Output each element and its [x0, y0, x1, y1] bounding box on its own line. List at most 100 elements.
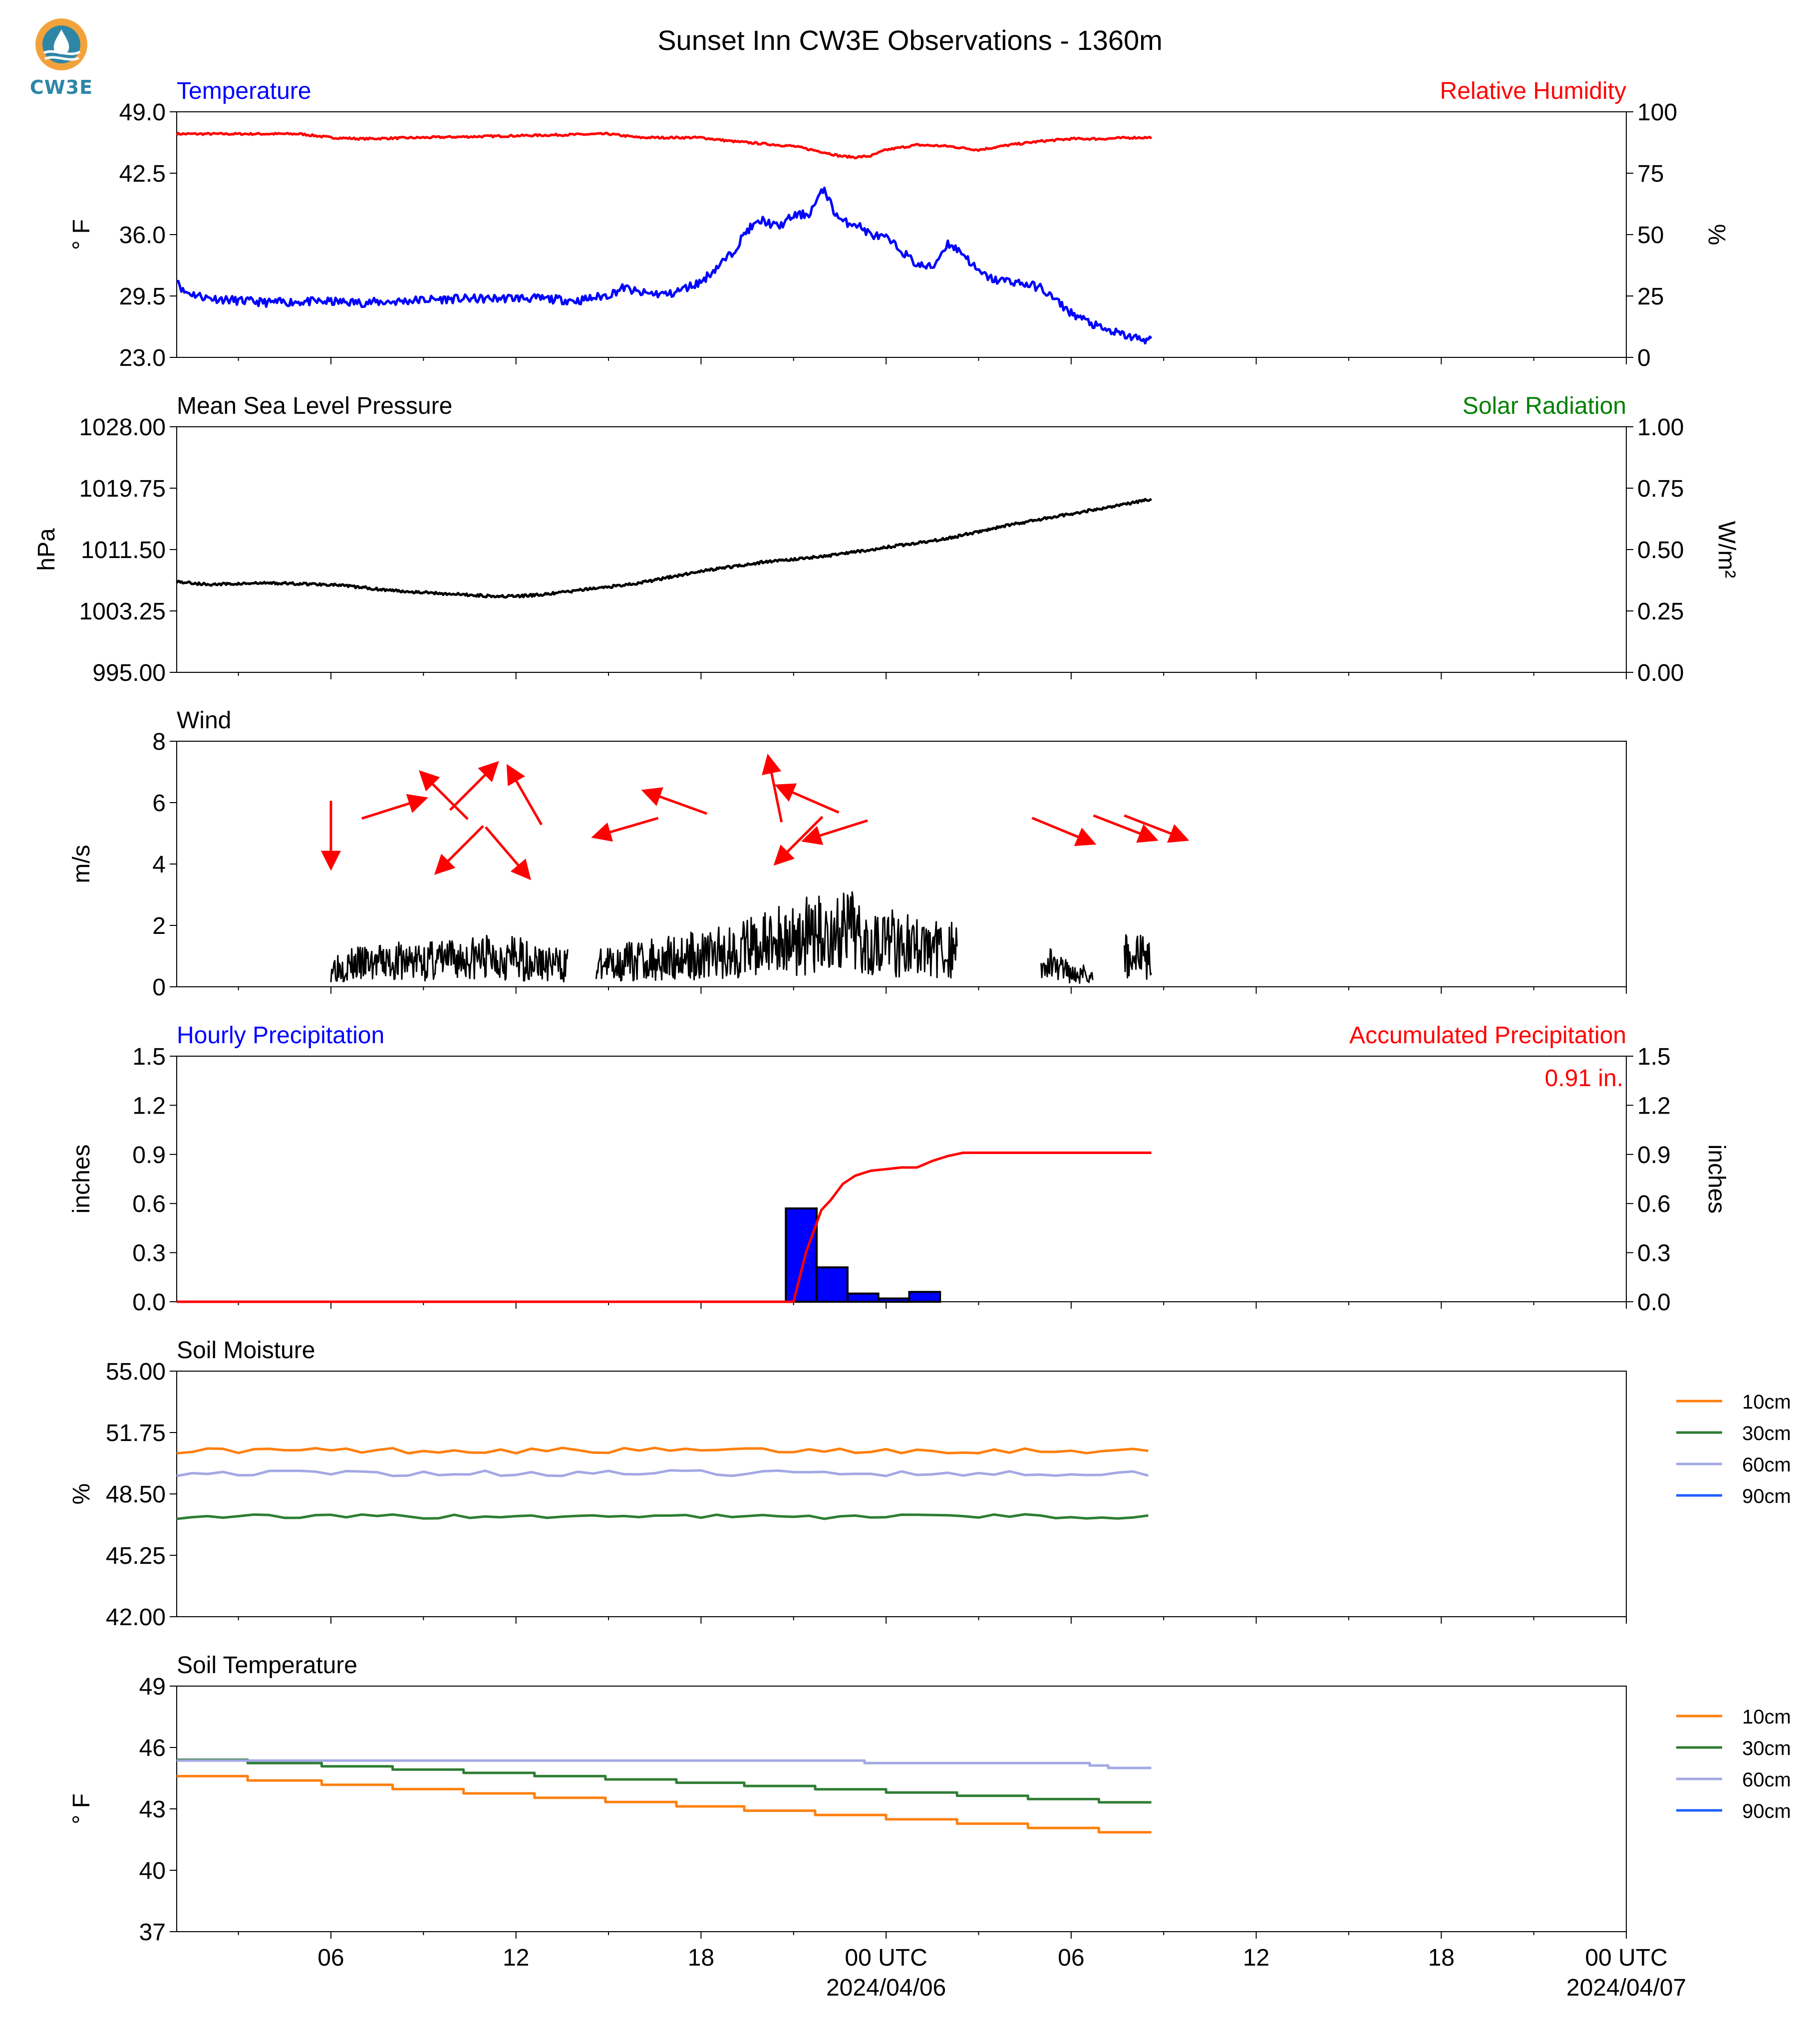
temperature-frame: [176, 111, 1627, 358]
legend-label-90cm: 90cm: [1742, 1800, 1791, 1822]
date-label: 2024/04/07: [1566, 1975, 1686, 2001]
temperature-panel: Temperature Relative Humidity 49.0 42.5 36.0…: [68, 78, 1730, 371]
temperature-left-tick-label: 29.5: [119, 284, 166, 310]
soil_temperature-left-tick-label: 40: [139, 1858, 166, 1884]
pressure-left-tick-label: 1003.25: [79, 598, 166, 625]
precip-bar: [785, 1207, 818, 1303]
time-tick-label: 00 UTC: [1585, 1945, 1667, 1971]
wind-arrow: [434, 825, 484, 875]
wind-arrow: [484, 826, 531, 880]
cw3e-logo: CW3E: [29, 17, 94, 98]
wind-title: Wind: [177, 707, 231, 734]
precip-title: Hourly Precipitation: [177, 1022, 384, 1049]
time-tick-label: 06: [317, 1945, 344, 1971]
wind-arrow: [1124, 814, 1190, 843]
time-tick-label: 06: [1058, 1945, 1084, 1971]
soil-line-60cm: [176, 1469, 1149, 1477]
humidity-line: [176, 132, 1153, 160]
wind-panel: Wind 8 6 4 2 0 m/s: [68, 707, 1627, 1001]
pressure-right-tick-label: 0.00: [1637, 660, 1684, 686]
soil_temperature-legend: 10cm 30cm 60cm 90cm: [1676, 1706, 1791, 1822]
panels: Temperature Relative Humidity 49.0 42.5 36.0…: [33, 78, 1791, 2001]
pressure-right-tick-label: 1.00: [1637, 414, 1684, 441]
date-label: 2024/04/06: [826, 1975, 946, 2001]
precip-right-tick-label: 1.5: [1637, 1044, 1671, 1070]
precip-right-tick-label: 0.6: [1637, 1191, 1671, 1217]
wind-speed-line: [595, 891, 958, 982]
soil-line-30cm: [176, 1513, 1149, 1520]
temperature-right-tick-label: 50: [1637, 222, 1664, 249]
precip-bar: [846, 1292, 880, 1303]
soil-line-10cm: [177, 1774, 1152, 1834]
legend-label-90cm: 90cm: [1742, 1485, 1791, 1507]
pressure-right-tick-label: 0.75: [1637, 476, 1684, 502]
soil_temperature-left-tick-label: 49: [139, 1674, 166, 1700]
wind-arrow: [506, 764, 543, 826]
figure-title: Sunset Inn CW3E Observations - 1360m: [657, 24, 1163, 56]
temperature-right-tick-label: 25: [1637, 284, 1664, 310]
legend-label-30cm: 30cm: [1742, 1423, 1791, 1445]
temperature-title: Temperature: [177, 78, 311, 104]
wind-arrow: [591, 817, 659, 842]
pressure-line: [176, 498, 1153, 599]
wind-left-tick-label: 2: [152, 913, 166, 939]
legend-label-10cm: 10cm: [1742, 1391, 1791, 1413]
precip-left-tick-label: 0.0: [132, 1289, 166, 1316]
temperature-left-ylabel: ° F: [68, 219, 95, 250]
time-tick-label: 00 UTC: [845, 1945, 927, 1971]
soil_moisture-left-tick-label: 48.50: [106, 1481, 166, 1508]
precip-bar: [877, 1297, 910, 1303]
soil_temperature-frame: [176, 1686, 1627, 1932]
precip-left-ylabel: inches: [68, 1145, 95, 1214]
logo-text: CW3E: [29, 76, 93, 98]
soil_temperature-left-tick-label: 37: [139, 1919, 166, 1946]
pressure-right-ylabel: W/m²: [1713, 521, 1740, 579]
time-tick-label: 18: [1428, 1945, 1455, 1971]
pressure-left-tick-label: 1019.75: [79, 476, 166, 502]
wind-arrow: [762, 753, 783, 823]
precip-right-tick-label: 0.9: [1637, 1142, 1671, 1168]
accum-precip-line: [177, 1152, 1152, 1303]
legend-label-60cm: 60cm: [1742, 1454, 1791, 1476]
temperature-left-tick-label: 42.5: [119, 161, 166, 187]
precip-right-tick-label: 0.3: [1637, 1240, 1671, 1267]
wind-arrow: [774, 783, 840, 814]
pressure-left-tick-label: 1028.00: [79, 414, 166, 441]
wind-left-tick-label: 0: [152, 974, 166, 1001]
wind-arrow: [418, 770, 469, 820]
wind-arrow: [641, 787, 707, 815]
temperature-right-tick-label: 75: [1637, 161, 1664, 187]
wind-speed-line: [1040, 948, 1094, 984]
wind-left-tick-label: 8: [152, 729, 166, 755]
pressure-left-ylabel: hPa: [33, 528, 60, 571]
precip-panel: Hourly Precipitation Accumulated Precipit…: [68, 1022, 1730, 1316]
legend-label-30cm: 30cm: [1742, 1738, 1791, 1759]
pressure-right-tick-label: 0.25: [1637, 598, 1684, 625]
wind-speed-line: [1123, 934, 1152, 980]
wind-arrow: [801, 819, 868, 845]
pressure-left-tick-label: 1011.50: [81, 537, 166, 564]
soil_moisture-legend: 10cm 30cm 60cm 90cm: [1676, 1391, 1791, 1507]
wind-left-ylabel: m/s: [68, 845, 95, 883]
soil_moisture-left-tick-label: 55.00: [106, 1359, 166, 1385]
pressure-panel: Mean Sea Level Pressure Solar Radiation 10…: [33, 393, 1740, 686]
wind-arrow: [773, 816, 824, 866]
legend-label-10cm: 10cm: [1742, 1706, 1791, 1728]
pressure-right-title: Solar Radiation: [1463, 393, 1626, 419]
soil_temperature-left-tick-label: 46: [139, 1735, 166, 1761]
soil_temperature-panel: Soil Temperature 49 46 43 40 37 ° F 10cm 30cm 60c…: [68, 1652, 1791, 1946]
precip-left-tick-label: 0.3: [132, 1240, 166, 1267]
precip-right-tick-label: 0.0: [1637, 1289, 1671, 1316]
precip-total-label: 0.91 in.: [1545, 1065, 1623, 1092]
soil_moisture-left-tick-label: 45.25: [106, 1543, 166, 1569]
time-axis: 06 12 18 00 UTC 06 12 18 00 UTC 2024/04/06 2024/0…: [317, 1945, 1686, 2001]
temperature-line: [176, 186, 1153, 345]
precip-frame: [176, 1056, 1627, 1302]
soil_moisture-left-tick-label: 51.75: [106, 1420, 166, 1447]
soil-line-30cm: [177, 1758, 1152, 1804]
soil_moisture-panel: Soil Moisture 55.00 51.75 48.50 45.25 42.00% 1…: [68, 1337, 1791, 1631]
precip-right-tick-label: 1.2: [1637, 1093, 1671, 1119]
pressure-left-tick-label: 995.00: [92, 660, 166, 686]
precip-left-tick-label: 0.9: [132, 1142, 166, 1168]
soil_moisture-frame: [176, 1371, 1627, 1617]
